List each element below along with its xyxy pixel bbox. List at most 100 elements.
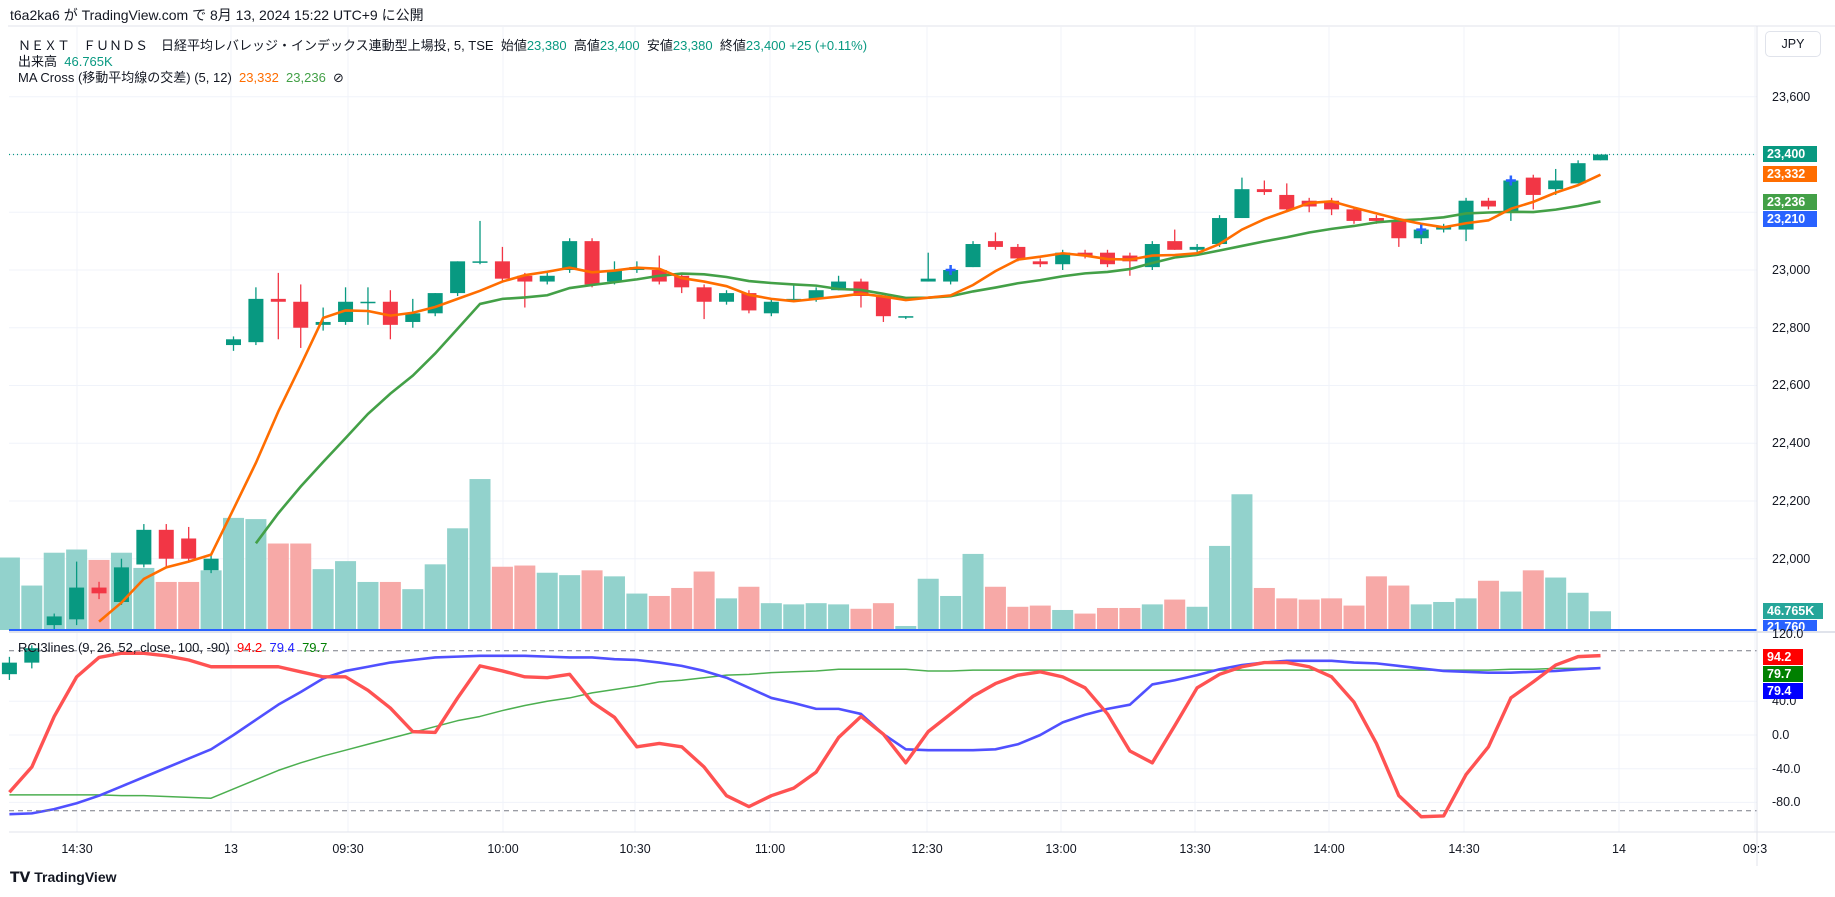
candle-body [203, 558, 219, 571]
volume-legend[interactable]: 出来高 46.765K [18, 51, 113, 70]
candle-body [1167, 241, 1183, 250]
time-tick: 09:30 [332, 842, 364, 856]
candle-body [943, 270, 959, 282]
volume-bar [1298, 599, 1320, 630]
volume-bar [940, 595, 962, 630]
tradingview-logo[interactable]: 𝗧𝗩 TradingView [10, 869, 117, 886]
candle-body [1346, 209, 1362, 221]
volume-bar [536, 572, 558, 630]
candle-body [875, 295, 891, 317]
candle-body [1570, 163, 1586, 184]
volume-base-tag: 21,760 [1763, 620, 1817, 631]
ma-legend[interactable]: MA Cross (移動平均線の交差) (5, 12) 23,332 23,23… [18, 67, 344, 86]
candle-body [494, 261, 510, 279]
cross-tag: 23,210 [1763, 211, 1817, 227]
rci-tick: 120.0 [1772, 627, 1804, 641]
candle-body [1593, 154, 1609, 161]
currency-button[interactable]: JPY [1765, 31, 1821, 57]
candle-body [741, 293, 757, 311]
volume-bar [828, 604, 850, 630]
volume-bar [1096, 607, 1118, 630]
volume-tag: 46.765K [1763, 603, 1823, 619]
candle-body [1480, 200, 1496, 207]
volume-bar [581, 570, 603, 630]
volume-bar [1141, 604, 1163, 630]
volume-bar [962, 553, 984, 630]
close-label: 終値 [719, 38, 746, 53]
volume-bar [21, 585, 43, 630]
hide-icon[interactable]: ⊘ [333, 70, 344, 85]
rci-short-line [8, 651, 1601, 819]
candle-body [606, 270, 622, 282]
rci-long-line [9, 667, 1601, 799]
symbol-name: ＮＥＸＴ ＦＵＮＤＳ 日経平均レバレッジ・インデックス連動型上場投, 5, TS… [18, 38, 494, 53]
ma-lines [98, 173, 1602, 623]
rci-mid-tag: 79.4 [1763, 683, 1803, 699]
volume-bar [133, 567, 155, 630]
volume-bar [1365, 576, 1387, 630]
candle-body [987, 241, 1003, 247]
candles [1, 154, 1609, 680]
ma-slow-tag: 23,236 [1763, 194, 1817, 210]
volume-bar [872, 603, 894, 630]
candle-body [831, 281, 847, 291]
price-tick: 22,000 [1772, 552, 1811, 566]
volume-bar [1231, 494, 1253, 630]
time-tick: 09:3 [1742, 842, 1768, 856]
candle-body [1234, 189, 1250, 219]
candle-body [427, 293, 443, 314]
candle-body [405, 313, 421, 322]
cross-marker [945, 265, 956, 275]
candle-body [91, 587, 107, 594]
candle-body [719, 293, 735, 302]
volume-bar [335, 561, 357, 630]
candle-body [1, 662, 17, 675]
candle-body [1391, 220, 1407, 239]
candle-body [226, 339, 241, 346]
rci-mid-value: 79.4 [269, 640, 295, 655]
volume-bar [1276, 598, 1298, 630]
price-tick: 22,400 [1772, 436, 1811, 450]
candle-body [786, 298, 802, 301]
candle-body [584, 241, 600, 285]
volume-bar [1433, 601, 1455, 630]
candle-body [1256, 189, 1272, 193]
rci-tick: -40.0 [1772, 762, 1801, 776]
volume-bar [1522, 570, 1544, 630]
volume-bars [0, 479, 1612, 630]
volume-bar [290, 543, 312, 630]
volume-label: 出来高 [18, 54, 58, 69]
candle-body [136, 529, 152, 565]
candle-body [1032, 261, 1048, 265]
candle-body [1077, 252, 1093, 256]
rci-long-value: 79.7 [302, 640, 328, 655]
candle-body [338, 301, 354, 322]
candle-body [562, 241, 578, 270]
volume-bar [1209, 545, 1231, 630]
price-tick: 22,800 [1772, 321, 1811, 335]
volume-bar [1321, 598, 1343, 630]
volume-bar [1545, 577, 1567, 630]
volume-bar [984, 586, 1006, 630]
symbol-legend[interactable]: ＮＥＸＴ ＦＵＮＤＳ 日経平均レバレッジ・インデックス連動型上場投, 5, TS… [18, 35, 867, 54]
cross-marker [1505, 175, 1516, 186]
candle-body [1279, 194, 1295, 210]
rci-label: RCI3lines (9, 26, 52, close, 100, -90) [18, 640, 230, 655]
candle-body [24, 648, 40, 663]
volume-bar [626, 593, 648, 630]
rci-long-tag: 79.7 [1763, 666, 1803, 682]
candle-body [898, 316, 914, 318]
volume-bar [223, 517, 244, 630]
candle-body [248, 298, 264, 343]
low-value: 23,380 [672, 38, 713, 53]
time-tick: 10:00 [487, 842, 519, 856]
volume-bar [402, 589, 424, 630]
candle-body [1055, 252, 1071, 265]
volume-bar [648, 595, 670, 630]
candle-body [696, 287, 712, 302]
volume-bar [1388, 585, 1410, 630]
volume-bar [693, 571, 715, 630]
rci-legend[interactable]: RCI3lines (9, 26, 52, close, 100, -90) 9… [18, 640, 327, 655]
candle-body [360, 301, 376, 304]
